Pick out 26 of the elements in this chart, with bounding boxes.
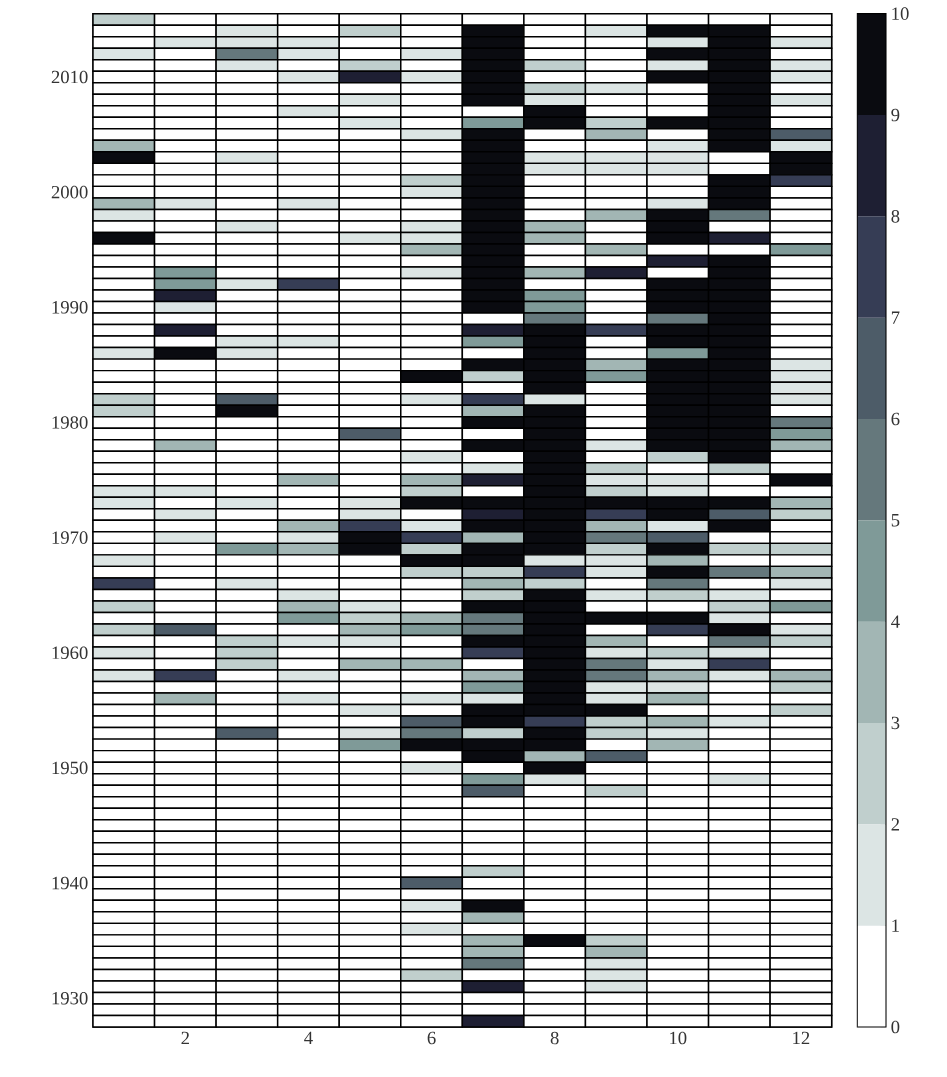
color-bar-label: 1 xyxy=(892,919,899,932)
x-tick-label: 8 xyxy=(550,1031,559,1045)
x-tick-label: 6 xyxy=(427,1031,436,1045)
color-bar-label: 10 xyxy=(892,7,909,20)
y-tick-label: 1970 xyxy=(52,531,88,544)
y-tick-label: 1960 xyxy=(52,646,88,660)
x-tick-label: 2 xyxy=(181,1031,189,1045)
color-bar-label: 9 xyxy=(891,108,900,122)
color-bar-label: 2 xyxy=(891,818,900,831)
y-tick-label: 2010 xyxy=(51,70,88,84)
color-bar-label: 5 xyxy=(891,514,900,527)
color-bar-label: 6 xyxy=(891,412,900,426)
y-tick-label: 1950 xyxy=(52,761,88,775)
x-tick-label: 10 xyxy=(670,1031,687,1045)
color-bar-label: 4 xyxy=(891,615,900,628)
y-tick-label: 1930 xyxy=(52,991,88,1005)
color-bar-label: 8 xyxy=(891,210,900,223)
x-tick-label: 4 xyxy=(304,1031,313,1044)
color-bar-label: 7 xyxy=(891,311,900,324)
color-bar-label: 0 xyxy=(891,1020,900,1034)
y-tick-label: 1990 xyxy=(52,300,88,314)
color-bar-label: 3 xyxy=(891,716,900,730)
y-tick-label: 1980 xyxy=(52,416,88,429)
x-tick-label: 12 xyxy=(793,1031,810,1045)
y-tick-label: 1940 xyxy=(52,876,88,890)
y-tick-label: 2000 xyxy=(51,185,88,199)
